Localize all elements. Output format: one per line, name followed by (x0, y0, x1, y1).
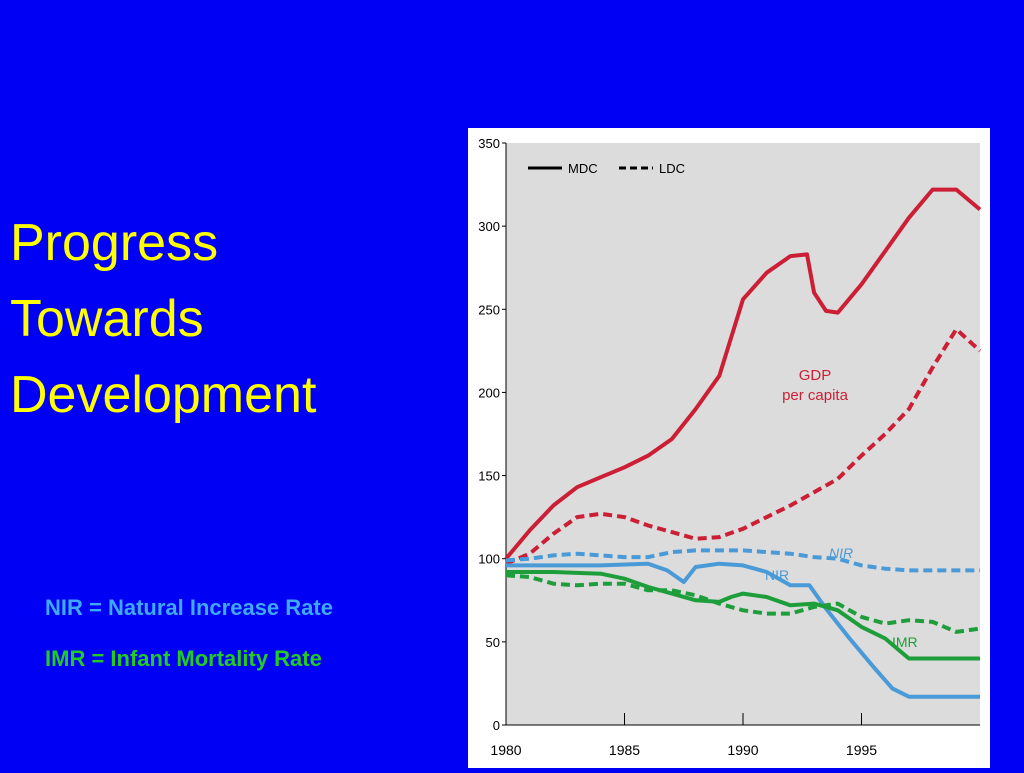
x-tick-label: 1980 (490, 742, 521, 758)
y-tick-label: 150 (478, 469, 500, 484)
line-chart: 0 50 100 150 200 250 300 350 1980 1985 1990 1995 MD… (478, 136, 982, 758)
nir-definition: NIR = Natural Increase Rate (45, 595, 333, 620)
imr-ldc-line (505, 573, 981, 634)
gdp-ldc-line (505, 327, 982, 566)
y-tick-label: 300 (478, 219, 500, 234)
legend-mdc-label: MDC (568, 161, 598, 176)
title-line-1: Progress (10, 214, 219, 272)
y-tick-label: 350 (478, 136, 500, 151)
definitions: NIR = Natural Increase Rate IMR = Infant… (45, 595, 333, 672)
nir-mdc-line (506, 561, 980, 699)
y-tick-label: 250 (478, 302, 500, 317)
plot-area (506, 143, 980, 725)
x-tick-label: 1995 (846, 742, 877, 758)
title-line-2: Towards (10, 290, 204, 348)
x-tick-label: 1990 (727, 742, 758, 758)
y-tick-label: 0 (493, 718, 500, 733)
imr-definition: IMR = Infant Mortality Rate (45, 646, 322, 671)
gdp-annotation: GDP (799, 367, 832, 384)
y-tick-label: 100 (478, 552, 500, 567)
nir-ldc-line (505, 548, 980, 573)
imr-annotation: IMR (892, 634, 918, 650)
chart-panel: 0 50 100 150 200 250 300 350 1980 1985 1990 1995 MD… (468, 128, 990, 768)
x-tick-label: 1985 (609, 742, 640, 758)
legend-ldc-label: LDC (659, 161, 685, 176)
title-line-3: Development (10, 366, 317, 424)
nir-mdc-annotation: NIR (765, 567, 789, 583)
slide-title: Progress Towards Development (10, 205, 450, 433)
gdp-mdc-line (504, 187, 982, 560)
y-tick-label: 200 (478, 385, 500, 400)
imr-mdc-line (506, 570, 980, 661)
gdp-annotation-line2: per capita (782, 387, 849, 404)
nir-ldc-annotation: NIR (829, 545, 853, 561)
y-tick-label: 50 (486, 635, 500, 650)
